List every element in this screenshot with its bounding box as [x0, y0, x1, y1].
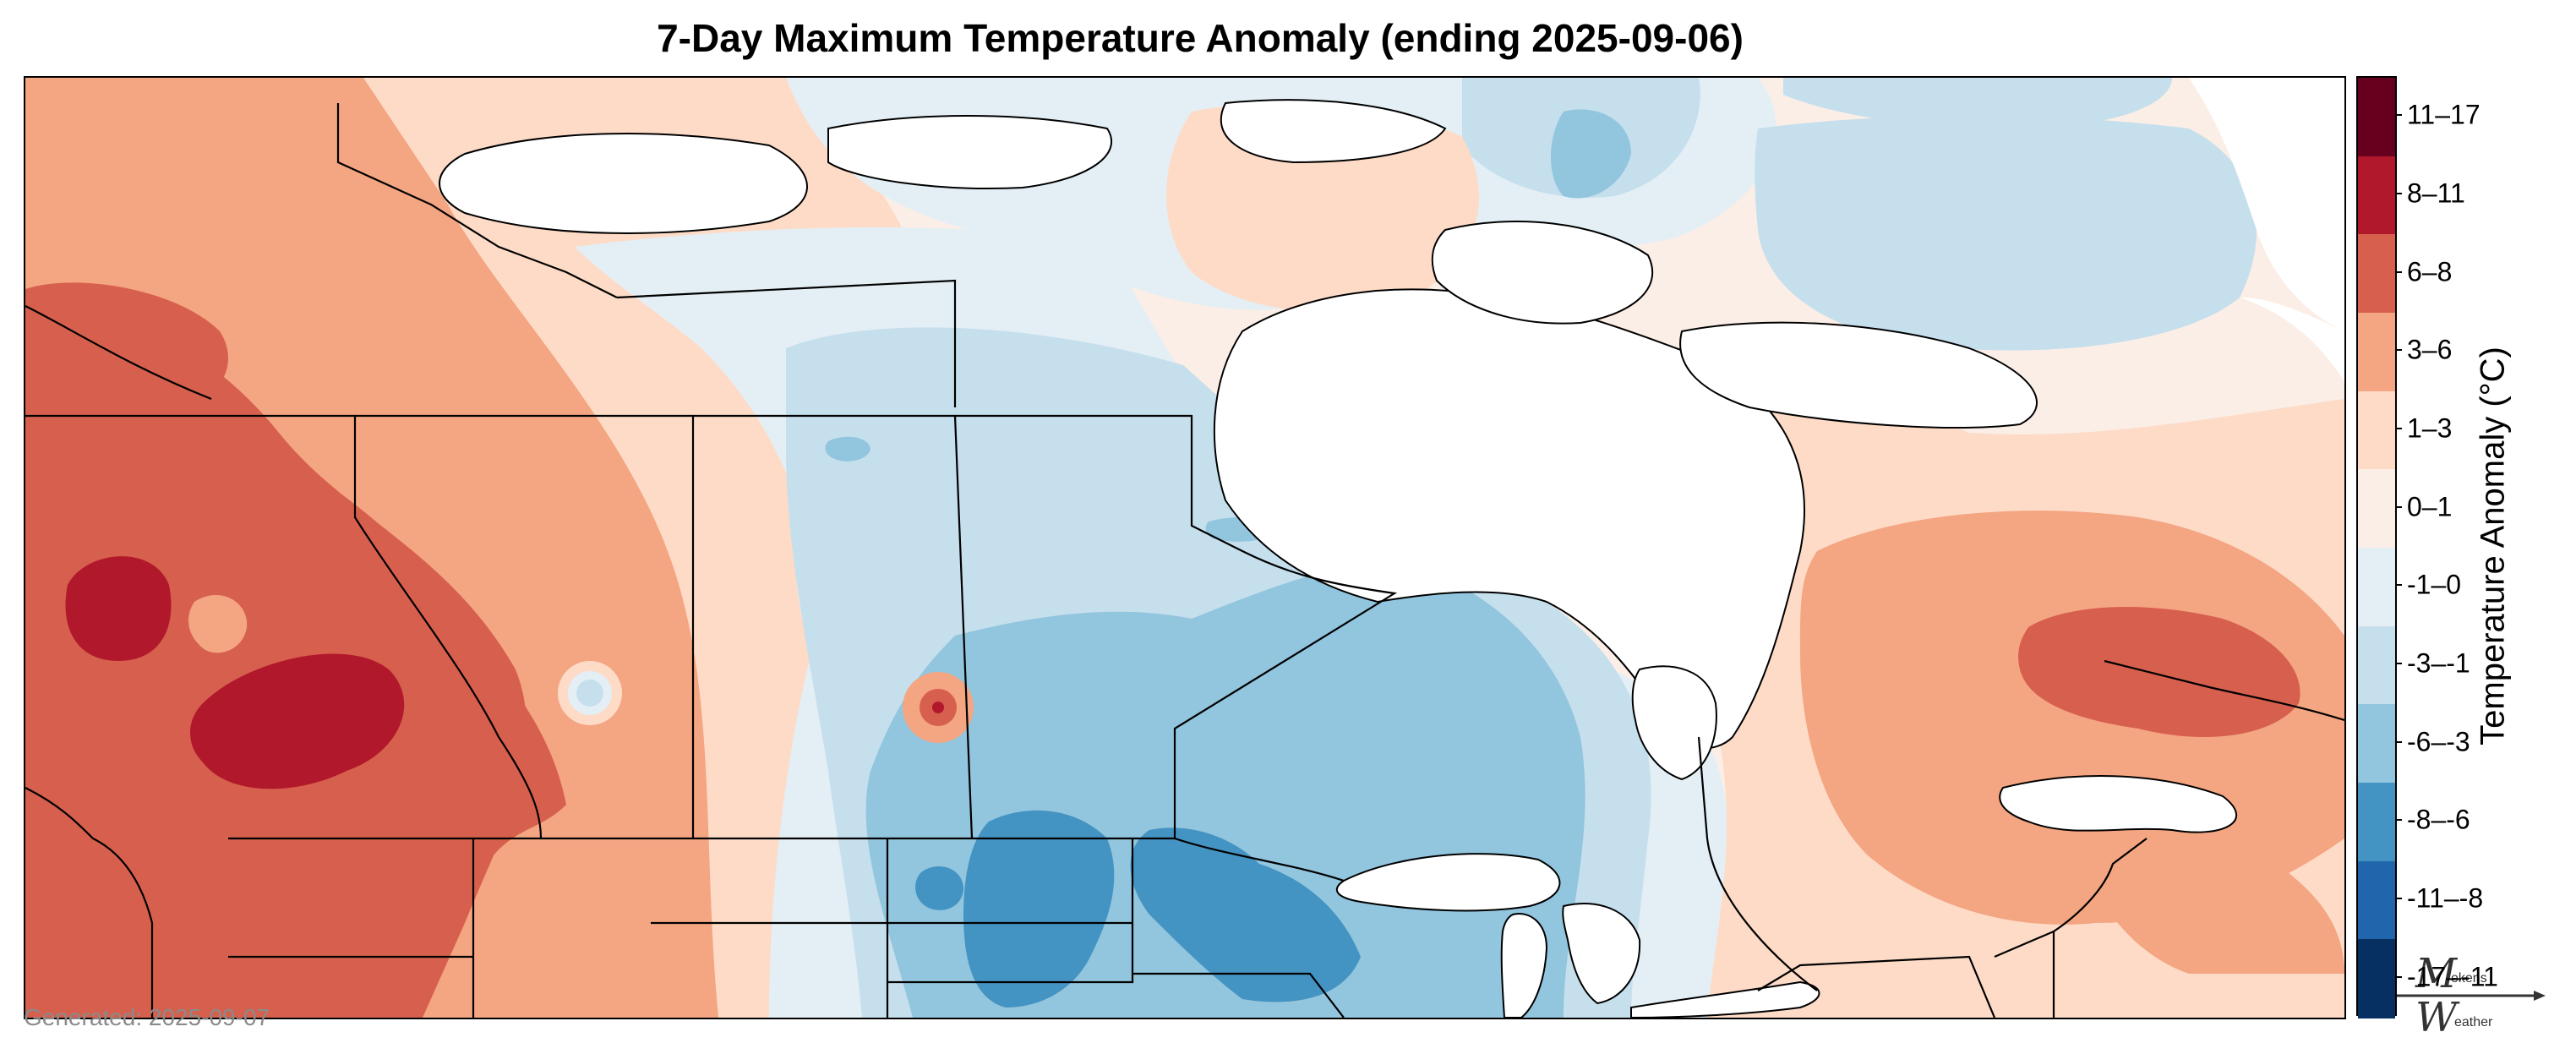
colorbar-tick-mark [2395, 505, 2402, 508]
lake-michigan [1500, 913, 1548, 1018]
colorbar [2356, 76, 2397, 1018]
logo-arrow-head [2534, 991, 2546, 1001]
us-canada-border [228, 837, 1345, 882]
state-line-5 [887, 838, 1134, 984]
pacific-nw-mod-warm [25, 289, 527, 1018]
quebec-mod-warm [2018, 607, 2300, 737]
north-west-coast-mod-warm [25, 282, 228, 467]
colorbar-tick-mark [2395, 740, 2402, 743]
baffin-north-cool [1783, 78, 2172, 129]
logo-initial-m: M [2415, 950, 2459, 997]
lake-superior [1335, 853, 1561, 912]
james-bay [1631, 665, 1717, 781]
logo-initial-w: W [2415, 994, 2460, 1036]
generated-date: Generated: 2025-09-07 [24, 1004, 270, 1030]
dakota-spot [915, 866, 963, 910]
colorbar-bin [2358, 548, 2395, 627]
colorbar-tick-label: 11–17 [2407, 99, 2480, 130]
colorbar-bin [2358, 860, 2395, 941]
ontario-quebec-border [1697, 736, 1818, 991]
colorbar-bin [2358, 313, 2395, 392]
bc-alberta-border [25, 414, 543, 839]
logo-text-ekens: ekens [2451, 971, 2487, 986]
quebec-labrador-border [2104, 659, 2344, 722]
mekens-weather-logo: M ekens W eather [2382, 943, 2551, 1041]
colorbar-bin [2358, 783, 2395, 862]
yukon-nwt-border [336, 103, 618, 298]
plains-mod-cool [963, 810, 1115, 1008]
map-title: 7-Day Maximum Temperature Anomaly (endin… [657, 16, 1744, 60]
logo-text-eather: eather [2454, 1015, 2493, 1029]
colorbar-tick-label: -8–-6 [2407, 804, 2470, 835]
lake-erie-ontario [1630, 980, 1820, 1018]
state-line-4 [886, 838, 1132, 925]
arctic-blue-patch [1551, 109, 1631, 199]
arctic-channel-3 [1220, 99, 1447, 164]
alberta-cool-dot-inner [576, 680, 603, 707]
colorbar-tick-label: 1–3 [2407, 412, 2453, 444]
colorbar-tick-mark [2395, 114, 2402, 117]
foxe-basin [1431, 221, 1654, 325]
colorbar-tick-mark [2395, 349, 2402, 352]
upper-midwest-mod-cool [1130, 827, 1361, 1002]
colorbar-tick-label: 6–8 [2407, 256, 2453, 287]
maine-border [2053, 838, 2148, 932]
arctic-channel-2 [827, 115, 1113, 189]
colorbar-tick-label: -17–-11 [2407, 961, 2498, 992]
colorbar-tick-label: -3–-1 [2407, 647, 2470, 679]
colorbar-bin [2358, 156, 2395, 236]
arctic-channel-1 [439, 133, 808, 234]
colorbar-bin [2358, 704, 2395, 784]
manitoba-ontario-border [955, 414, 1398, 838]
sask-warm-dot-core [932, 702, 944, 713]
gulf-st-lawrence [1999, 775, 2237, 833]
colorbar-tick-label: -6–-3 [2407, 726, 2470, 757]
state-line-7 [1757, 955, 1996, 1018]
colorbar-tick-mark [2395, 428, 2402, 429]
colorbar-bin [2358, 234, 2395, 314]
hudson-strait [1679, 321, 2038, 429]
colorbar-tick-mark [2395, 270, 2402, 273]
colorbar-tick-label: 0–1 [2407, 491, 2453, 522]
state-line-6 [1132, 972, 1345, 1018]
baffin-bay [2189, 78, 2344, 331]
colorbar-tick-mark [2395, 819, 2402, 822]
colorbar-tick-label: 3–6 [2407, 334, 2453, 365]
colorbar-bin [2358, 78, 2395, 157]
bc-hotspot-1 [65, 556, 172, 661]
colorbar-bin [2358, 625, 2395, 706]
arctic-warm-patch [1166, 103, 1479, 312]
colorbar-tick-mark [2395, 898, 2402, 899]
lake-huron [1562, 902, 1641, 1005]
colorbar-tick-mark [2395, 975, 2402, 978]
colorbar-tick-mark [2395, 663, 2402, 664]
anomaly-map [24, 76, 2346, 1019]
colorbar-tick-label: -11–-8 [2407, 882, 2484, 914]
sask-small-cool [825, 436, 870, 461]
pacific-coast [25, 787, 154, 1018]
labrador-sea-top [2240, 298, 2344, 382]
colorbar-tick-mark [2395, 584, 2402, 587]
colorbar-bin [2358, 939, 2395, 1018]
arctic-coast-1 [25, 305, 212, 401]
colorbar-tick-label: -1–0 [2407, 569, 2462, 600]
political-borders [25, 103, 2344, 1018]
colorbar-tick-label: 8–11 [2407, 177, 2465, 209]
baffin-cool [1755, 116, 2257, 351]
bc-light-spot [188, 594, 248, 653]
colorbar-title: Temperature Anomaly (°C) [2474, 347, 2512, 745]
nwt-nunavut-border [616, 279, 957, 407]
colorbar-tick-mark [2395, 193, 2402, 194]
bc-hotspot-2 [190, 653, 405, 789]
maritimes-warm [2088, 810, 2344, 974]
colorbar-bin [2358, 469, 2395, 549]
colorbar-bin [2358, 390, 2395, 471]
